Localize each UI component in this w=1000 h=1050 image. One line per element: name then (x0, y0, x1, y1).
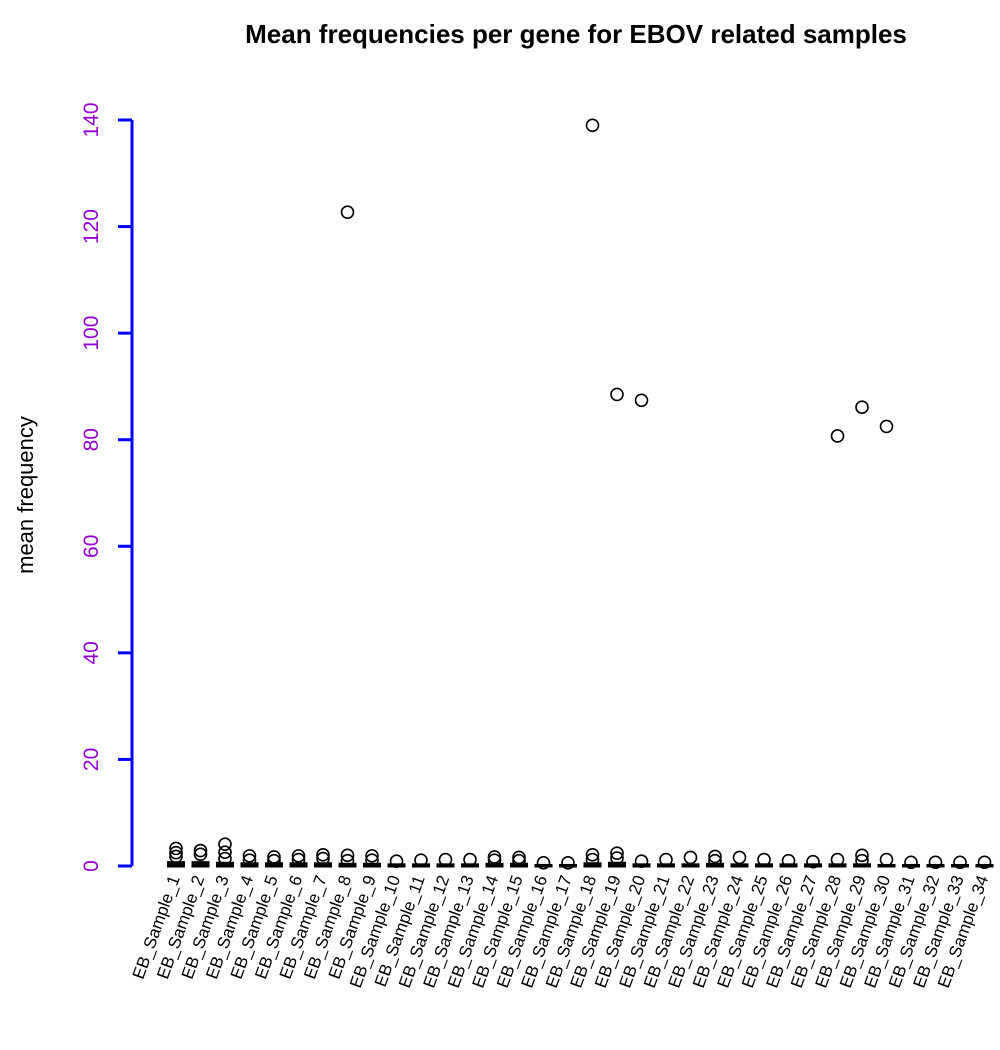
outlier-point (463, 852, 477, 867)
outlier-point (781, 853, 796, 868)
outliers-group (169, 118, 992, 870)
outlier-point (683, 850, 698, 865)
box (167, 861, 185, 868)
outlier-point (855, 848, 869, 863)
outlier-point (659, 852, 673, 867)
y-axis: 0 20 40 60 80 100 120 140 (80, 102, 134, 872)
outlier-point (928, 855, 943, 870)
y-tick-label: 100 (80, 316, 103, 351)
x-tick-labels: EB_Sample_1EB_Sample_2EB_Sample_3EB_Samp… (129, 873, 993, 991)
outlier-point (610, 387, 624, 402)
outlier-point (414, 853, 428, 867)
outlier-point (267, 853, 281, 868)
outlier-point (169, 845, 183, 860)
outlier-point (806, 854, 820, 869)
outlier-point (438, 852, 453, 867)
outlier-point (610, 846, 624, 861)
outlier-point (585, 852, 600, 867)
outlier-point (879, 419, 894, 434)
outlier-point (536, 856, 551, 870)
outlier-point (953, 855, 967, 870)
y-tick-label: 120 (80, 209, 103, 244)
outlier-point (708, 849, 722, 864)
y-axis-label: mean frequency (13, 416, 38, 574)
outlier-point (708, 853, 722, 868)
outlier-point (904, 855, 918, 870)
outlier-point (218, 845, 232, 859)
outlier-point (291, 852, 306, 867)
outlier-point (169, 841, 183, 856)
y-tick-label: 140 (80, 102, 103, 137)
outlier-point (512, 850, 526, 865)
outlier-point (316, 851, 330, 866)
outlier-point (365, 853, 379, 867)
box (191, 861, 210, 868)
boxes-group (167, 861, 994, 868)
y-tick-label: 80 (80, 428, 103, 451)
outlier-point (855, 853, 869, 868)
outlier-point (977, 855, 992, 870)
y-tick-label: 40 (80, 641, 103, 664)
outlier-point (193, 843, 208, 858)
outlier-point (242, 853, 257, 867)
y-tick-label: 20 (80, 748, 103, 771)
outlier-point (365, 849, 379, 863)
outlier-point (340, 205, 355, 219)
outlier-point (267, 850, 281, 864)
outlier-point (242, 849, 257, 863)
outlier-point (218, 837, 232, 851)
outlier-point (610, 851, 624, 865)
outlier-point (316, 848, 330, 862)
outlier-point (487, 850, 502, 864)
outlier-point (732, 850, 747, 865)
outlier-point (855, 400, 869, 415)
outlier-point (830, 429, 845, 443)
outlier-point (634, 854, 649, 869)
outlier-point (169, 849, 183, 864)
outlier-point (218, 851, 232, 866)
outlier-point (389, 854, 404, 869)
outlier-point (291, 849, 306, 863)
y-tick-label: 0 (80, 860, 103, 872)
outlier-point (340, 853, 355, 868)
outlier-point (340, 848, 355, 863)
outlier-point (634, 393, 649, 408)
outlier-point (879, 852, 894, 867)
outlier-point (757, 852, 771, 867)
outlier-point (830, 852, 845, 867)
outlier-point (193, 847, 208, 862)
outlier-point (585, 848, 600, 862)
outlier-point (561, 856, 575, 870)
chart-title: Mean frequencies per gene for EBOV relat… (245, 19, 907, 49)
y-tick-label: 60 (80, 535, 103, 558)
outlier-point (585, 118, 600, 133)
